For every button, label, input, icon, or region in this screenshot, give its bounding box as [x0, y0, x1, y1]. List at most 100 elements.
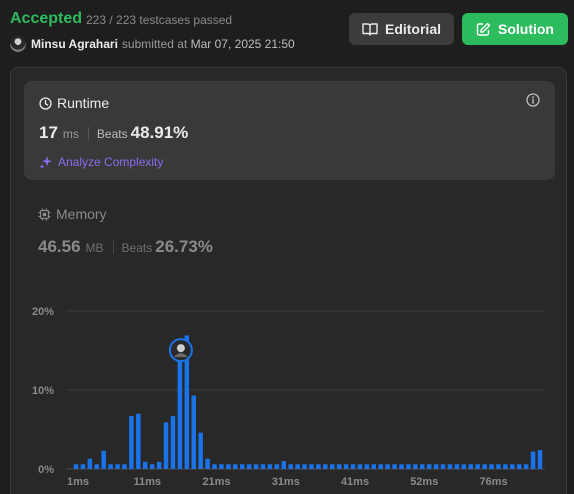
author-name[interactable]: Minsu Agrahari: [31, 37, 118, 51]
memory-title-label: Memory: [56, 206, 107, 222]
chart-bar[interactable]: [129, 416, 134, 469]
chart-bar[interactable]: [378, 464, 383, 469]
chart-bar[interactable]: [295, 464, 300, 469]
chart-bar[interactable]: [253, 464, 259, 469]
chart-bar[interactable]: [350, 464, 356, 469]
x-tick-label: 52ms: [410, 476, 438, 488]
chart-bar[interactable]: [454, 464, 460, 469]
chart-bar[interactable]: [496, 464, 501, 469]
chart-bar[interactable]: [73, 464, 79, 469]
submitted-text: submitted at Mar 07, 2025 21:50: [122, 37, 295, 51]
chart-bar[interactable]: [170, 416, 176, 469]
chart-bar[interactable]: [143, 461, 148, 469]
chart-bar[interactable]: [226, 464, 231, 469]
chart-bar[interactable]: [136, 413, 141, 469]
chart-bar[interactable]: [198, 432, 203, 469]
chart-bar[interactable]: [115, 464, 120, 469]
chart-bar[interactable]: [288, 464, 293, 469]
info-icon[interactable]: [526, 93, 540, 107]
chart-bar[interactable]: [205, 458, 210, 469]
chart-bar[interactable]: [184, 335, 190, 469]
chart-bar[interactable]: [302, 464, 307, 469]
y-tick-label: 10%: [32, 385, 54, 397]
chart-bar[interactable]: [329, 464, 335, 469]
chart-bar[interactable]: [447, 464, 453, 469]
chart-bar[interactable]: [309, 464, 314, 469]
chart-bar[interactable]: [101, 450, 106, 469]
chart-bar[interactable]: [267, 464, 273, 469]
memory-value: 46.56: [38, 237, 81, 256]
chart-bar[interactable]: [323, 464, 328, 469]
avatar[interactable]: [10, 36, 26, 52]
solution-button[interactable]: Solution: [462, 13, 568, 45]
memory-metric: 46.56 MB Beats 26.73%: [38, 237, 213, 257]
chart-bar[interactable]: [482, 464, 487, 469]
chart-bar[interactable]: [503, 464, 508, 469]
runtime-card[interactable]: Runtime 17 ms Beats 48.91% Analyze Compl…: [24, 81, 555, 180]
results-panel: Runtime 17 ms Beats 48.91% Analyze Compl…: [10, 67, 567, 494]
chart-bar[interactable]: [343, 464, 349, 469]
chart-bar[interactable]: [399, 464, 404, 469]
chart-bar[interactable]: [233, 464, 238, 469]
chart-bar[interactable]: [94, 464, 100, 469]
sparkle-icon: [39, 156, 52, 169]
chart-bar[interactable]: [510, 464, 515, 469]
editorial-button[interactable]: Editorial: [349, 13, 454, 45]
chart-bar[interactable]: [364, 464, 370, 469]
chart-bar[interactable]: [357, 464, 363, 469]
memory-card[interactable]: Memory 46.56 MB Beats 26.73%: [38, 206, 213, 256]
chart-bar[interactable]: [475, 464, 480, 469]
chart-bar[interactable]: [239, 464, 245, 469]
chart-bar[interactable]: [413, 464, 418, 469]
chart-bar[interactable]: [385, 464, 390, 469]
chart-bar[interactable]: [420, 464, 425, 469]
chart-bar[interactable]: [260, 464, 266, 469]
submission-header: Accepted 223 / 223 testcases passed Mins…: [0, 0, 574, 62]
y-tick-label: 20%: [32, 306, 54, 318]
user-avatar-marker[interactable]: [168, 338, 193, 363]
x-tick-label: 21ms: [202, 476, 230, 488]
chart-bar[interactable]: [336, 464, 342, 469]
chart-bar[interactable]: [489, 464, 494, 469]
y-tick-label: 0%: [38, 464, 54, 476]
chart-bar[interactable]: [274, 464, 280, 469]
chart-bar[interactable]: [246, 464, 252, 469]
chart-bar[interactable]: [219, 464, 224, 469]
analyze-complexity-link[interactable]: Analyze Complexity: [39, 155, 163, 169]
submitted-prefix: submitted at: [121, 37, 188, 51]
x-tick-label: 76ms: [479, 476, 507, 488]
chart-bar[interactable]: [87, 458, 93, 469]
solution-label: Solution: [498, 21, 554, 37]
chart-bar[interactable]: [80, 464, 86, 469]
runtime-beats-value: 48.91%: [130, 123, 189, 142]
runtime-distribution-chart[interactable]: 20% 10% 0% 1ms 11ms 21ms 31ms 41ms 52ms 76ms: [11, 68, 566, 494]
chart-bar[interactable]: [149, 464, 155, 469]
chart-bar[interactable]: [523, 464, 529, 469]
chart-bar[interactable]: [530, 451, 536, 469]
chart-bar[interactable]: [122, 464, 127, 469]
chart-bar[interactable]: [468, 464, 474, 469]
editorial-label: Editorial: [384, 21, 441, 37]
chart-bar[interactable]: [433, 464, 439, 469]
chart-bar[interactable]: [426, 464, 432, 469]
chart-bar[interactable]: [461, 464, 467, 469]
chart-bar[interactable]: [281, 461, 287, 469]
chart-bar[interactable]: [440, 464, 446, 469]
chart-bar[interactable]: [191, 395, 196, 469]
runtime-title-label: Runtime: [57, 95, 110, 111]
chart-bar[interactable]: [108, 464, 113, 469]
chart-bar[interactable]: [177, 348, 183, 469]
chart-bar[interactable]: [516, 464, 522, 469]
chart-bar[interactable]: [212, 464, 217, 469]
chart-bar[interactable]: [392, 464, 397, 469]
divider: [112, 240, 114, 254]
chart-bar[interactable]: [156, 461, 162, 469]
status-accepted: Accepted: [10, 10, 83, 27]
chart-bar[interactable]: [537, 450, 543, 469]
chart-bar[interactable]: [371, 464, 377, 469]
chart-bar[interactable]: [406, 464, 411, 469]
memory-beats-value: 26.73%: [155, 237, 213, 256]
x-tick-label: 1ms: [67, 476, 89, 488]
chart-bar[interactable]: [316, 464, 321, 469]
chart-bar[interactable]: [163, 422, 169, 469]
